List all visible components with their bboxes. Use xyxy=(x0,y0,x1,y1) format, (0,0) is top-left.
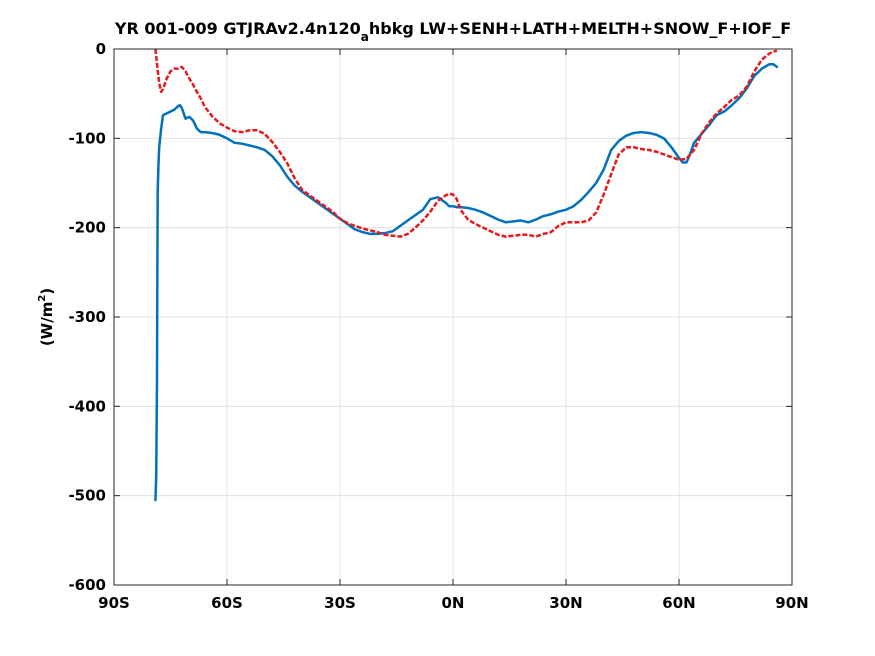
x-tick-label: 60S xyxy=(211,594,243,612)
y-axis-label-close: ) xyxy=(38,288,56,295)
y-tick-label: 0 xyxy=(96,40,106,58)
series-line-2 xyxy=(154,48,778,238)
y-tick-label: -400 xyxy=(68,397,106,415)
y-tick-label: -500 xyxy=(68,487,106,505)
x-tick-label: 30S xyxy=(324,594,356,612)
y-axis-label-main: (W/m xyxy=(38,302,56,347)
y-tick-label: -100 xyxy=(68,129,106,147)
chart-title-subscript: a xyxy=(361,30,369,44)
chart-title-part2: hbkg LW+SENH+LATH+MELTH+SNOW_F+IOF_F xyxy=(369,19,791,38)
x-tick-label: 30N xyxy=(549,594,582,612)
x-tick-label: 60N xyxy=(662,594,695,612)
axis-ticks: 90S 60S 30S 0N 30N 60N 90N 0 -100 -200 -300 -400 -50… xyxy=(68,40,808,612)
y-tick-label: -200 xyxy=(68,219,106,237)
chart-title: YR 001-009 GTJRAv2.4n120ahbkg LW+SENH+LA… xyxy=(114,19,791,44)
y-tick-label: -300 xyxy=(68,308,106,326)
x-tick-label: 90N xyxy=(775,594,808,612)
series-lines xyxy=(154,48,779,502)
chart-title-part1: YR 001-009 GTJRAv2.4n120 xyxy=(114,19,361,38)
y-axis-label: (W/m2) xyxy=(37,288,56,346)
x-tick-label: 90S xyxy=(98,594,130,612)
x-tick-label: 0N xyxy=(442,594,465,612)
y-tick-label: -600 xyxy=(68,576,106,594)
y-axis-label-superscript: 2 xyxy=(37,295,48,302)
series-line-1 xyxy=(154,62,779,502)
